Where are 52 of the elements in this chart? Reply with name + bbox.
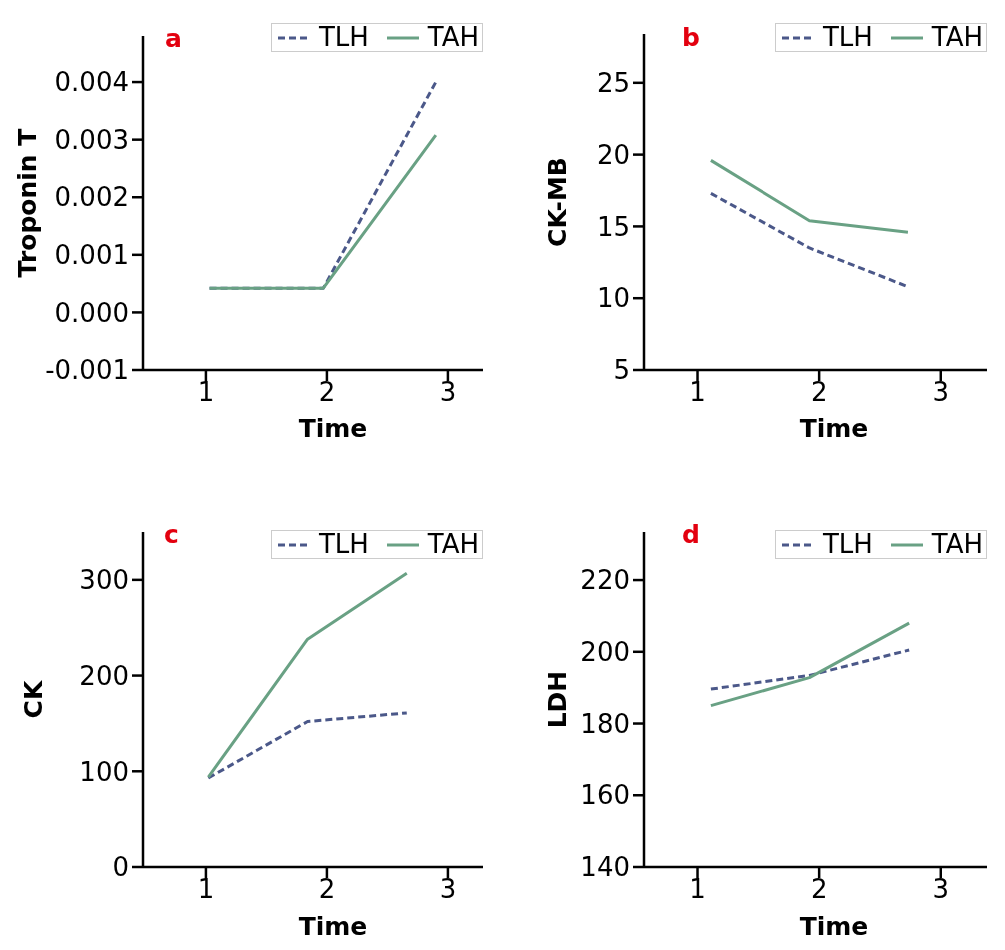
y-tick-label: 10 [596, 283, 630, 314]
x-axis-title: Time [298, 912, 368, 941]
chart-title: d [682, 520, 700, 549]
legend-label: TAH [427, 22, 479, 52]
legend-label: TLH [822, 22, 873, 52]
y-tick-label: 0.003 [54, 124, 129, 155]
x-tick-label: 1 [197, 874, 215, 905]
legend-label: TLH [822, 529, 873, 559]
y-tick-label: 300 [79, 565, 129, 596]
y-tick-label: 140 [580, 852, 630, 883]
x-tick-label: 2 [810, 377, 828, 408]
y-tick-label: -0.001 [45, 355, 129, 386]
y-tick-label: 220 [580, 565, 630, 596]
x-tick-label: 1 [197, 377, 215, 408]
x-tick-label: 3 [932, 874, 950, 905]
y-tick-label: 200 [580, 637, 630, 668]
y-tick-label: 5 [613, 355, 630, 386]
legend-label: TLH [318, 22, 369, 52]
x-tick-label: 3 [439, 377, 457, 408]
y-tick-label: 100 [79, 756, 129, 787]
legend-label: TLH [318, 529, 369, 559]
x-tick-label: 2 [810, 874, 828, 905]
y-tick-label: 160 [580, 780, 630, 811]
y-tick-label: 0 [112, 852, 129, 883]
y-tick-label: 0.004 [54, 67, 129, 98]
x-tick-label: 1 [689, 874, 706, 905]
x-axis-title: Time [799, 912, 869, 941]
y-axis-title: Troponin T [12, 128, 42, 278]
x-tick-label: 3 [439, 874, 457, 905]
chart-title: b [682, 23, 700, 52]
chart-title: c [164, 520, 179, 549]
y-tick-label: 0.002 [54, 182, 129, 213]
legend-label: TAH [931, 529, 983, 559]
y-axis-title: CK-MB [542, 157, 572, 247]
x-tick-label: 3 [932, 377, 950, 408]
x-axis-title: Time [298, 414, 368, 443]
y-tick-label: 20 [596, 139, 630, 170]
y-tick-label: 180 [580, 708, 630, 739]
y-tick-label: 200 [79, 660, 129, 691]
y-tick-label: 0.000 [54, 297, 129, 328]
legend-label: TAH [931, 22, 983, 52]
y-tick-label: 15 [596, 211, 630, 242]
y-tick-label: 25 [596, 68, 630, 99]
chart-title: a [165, 24, 182, 53]
y-tick-label: 0.001 [54, 240, 129, 271]
x-tick-label: 2 [318, 874, 336, 905]
legend-label: TAH [427, 529, 479, 559]
x-axis-title: Time [799, 414, 869, 443]
y-axis-title: CK [18, 679, 48, 719]
x-tick-label: 2 [318, 377, 336, 408]
y-axis-title: LDH [542, 670, 572, 729]
x-tick-label: 1 [689, 377, 706, 408]
